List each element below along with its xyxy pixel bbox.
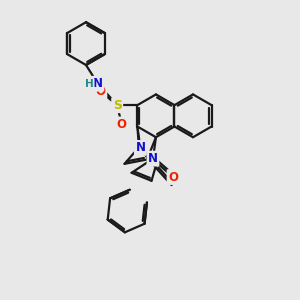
Text: O: O	[168, 170, 178, 184]
Text: N: N	[135, 141, 146, 154]
Text: O: O	[96, 85, 106, 98]
Text: N: N	[148, 152, 158, 165]
Text: S: S	[113, 99, 122, 112]
Text: H: H	[85, 79, 94, 89]
Text: N: N	[93, 77, 103, 90]
Text: O: O	[117, 118, 127, 131]
